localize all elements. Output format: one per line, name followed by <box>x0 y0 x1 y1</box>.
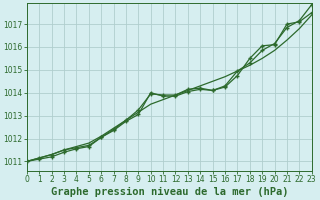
X-axis label: Graphe pression niveau de la mer (hPa): Graphe pression niveau de la mer (hPa) <box>51 186 288 197</box>
